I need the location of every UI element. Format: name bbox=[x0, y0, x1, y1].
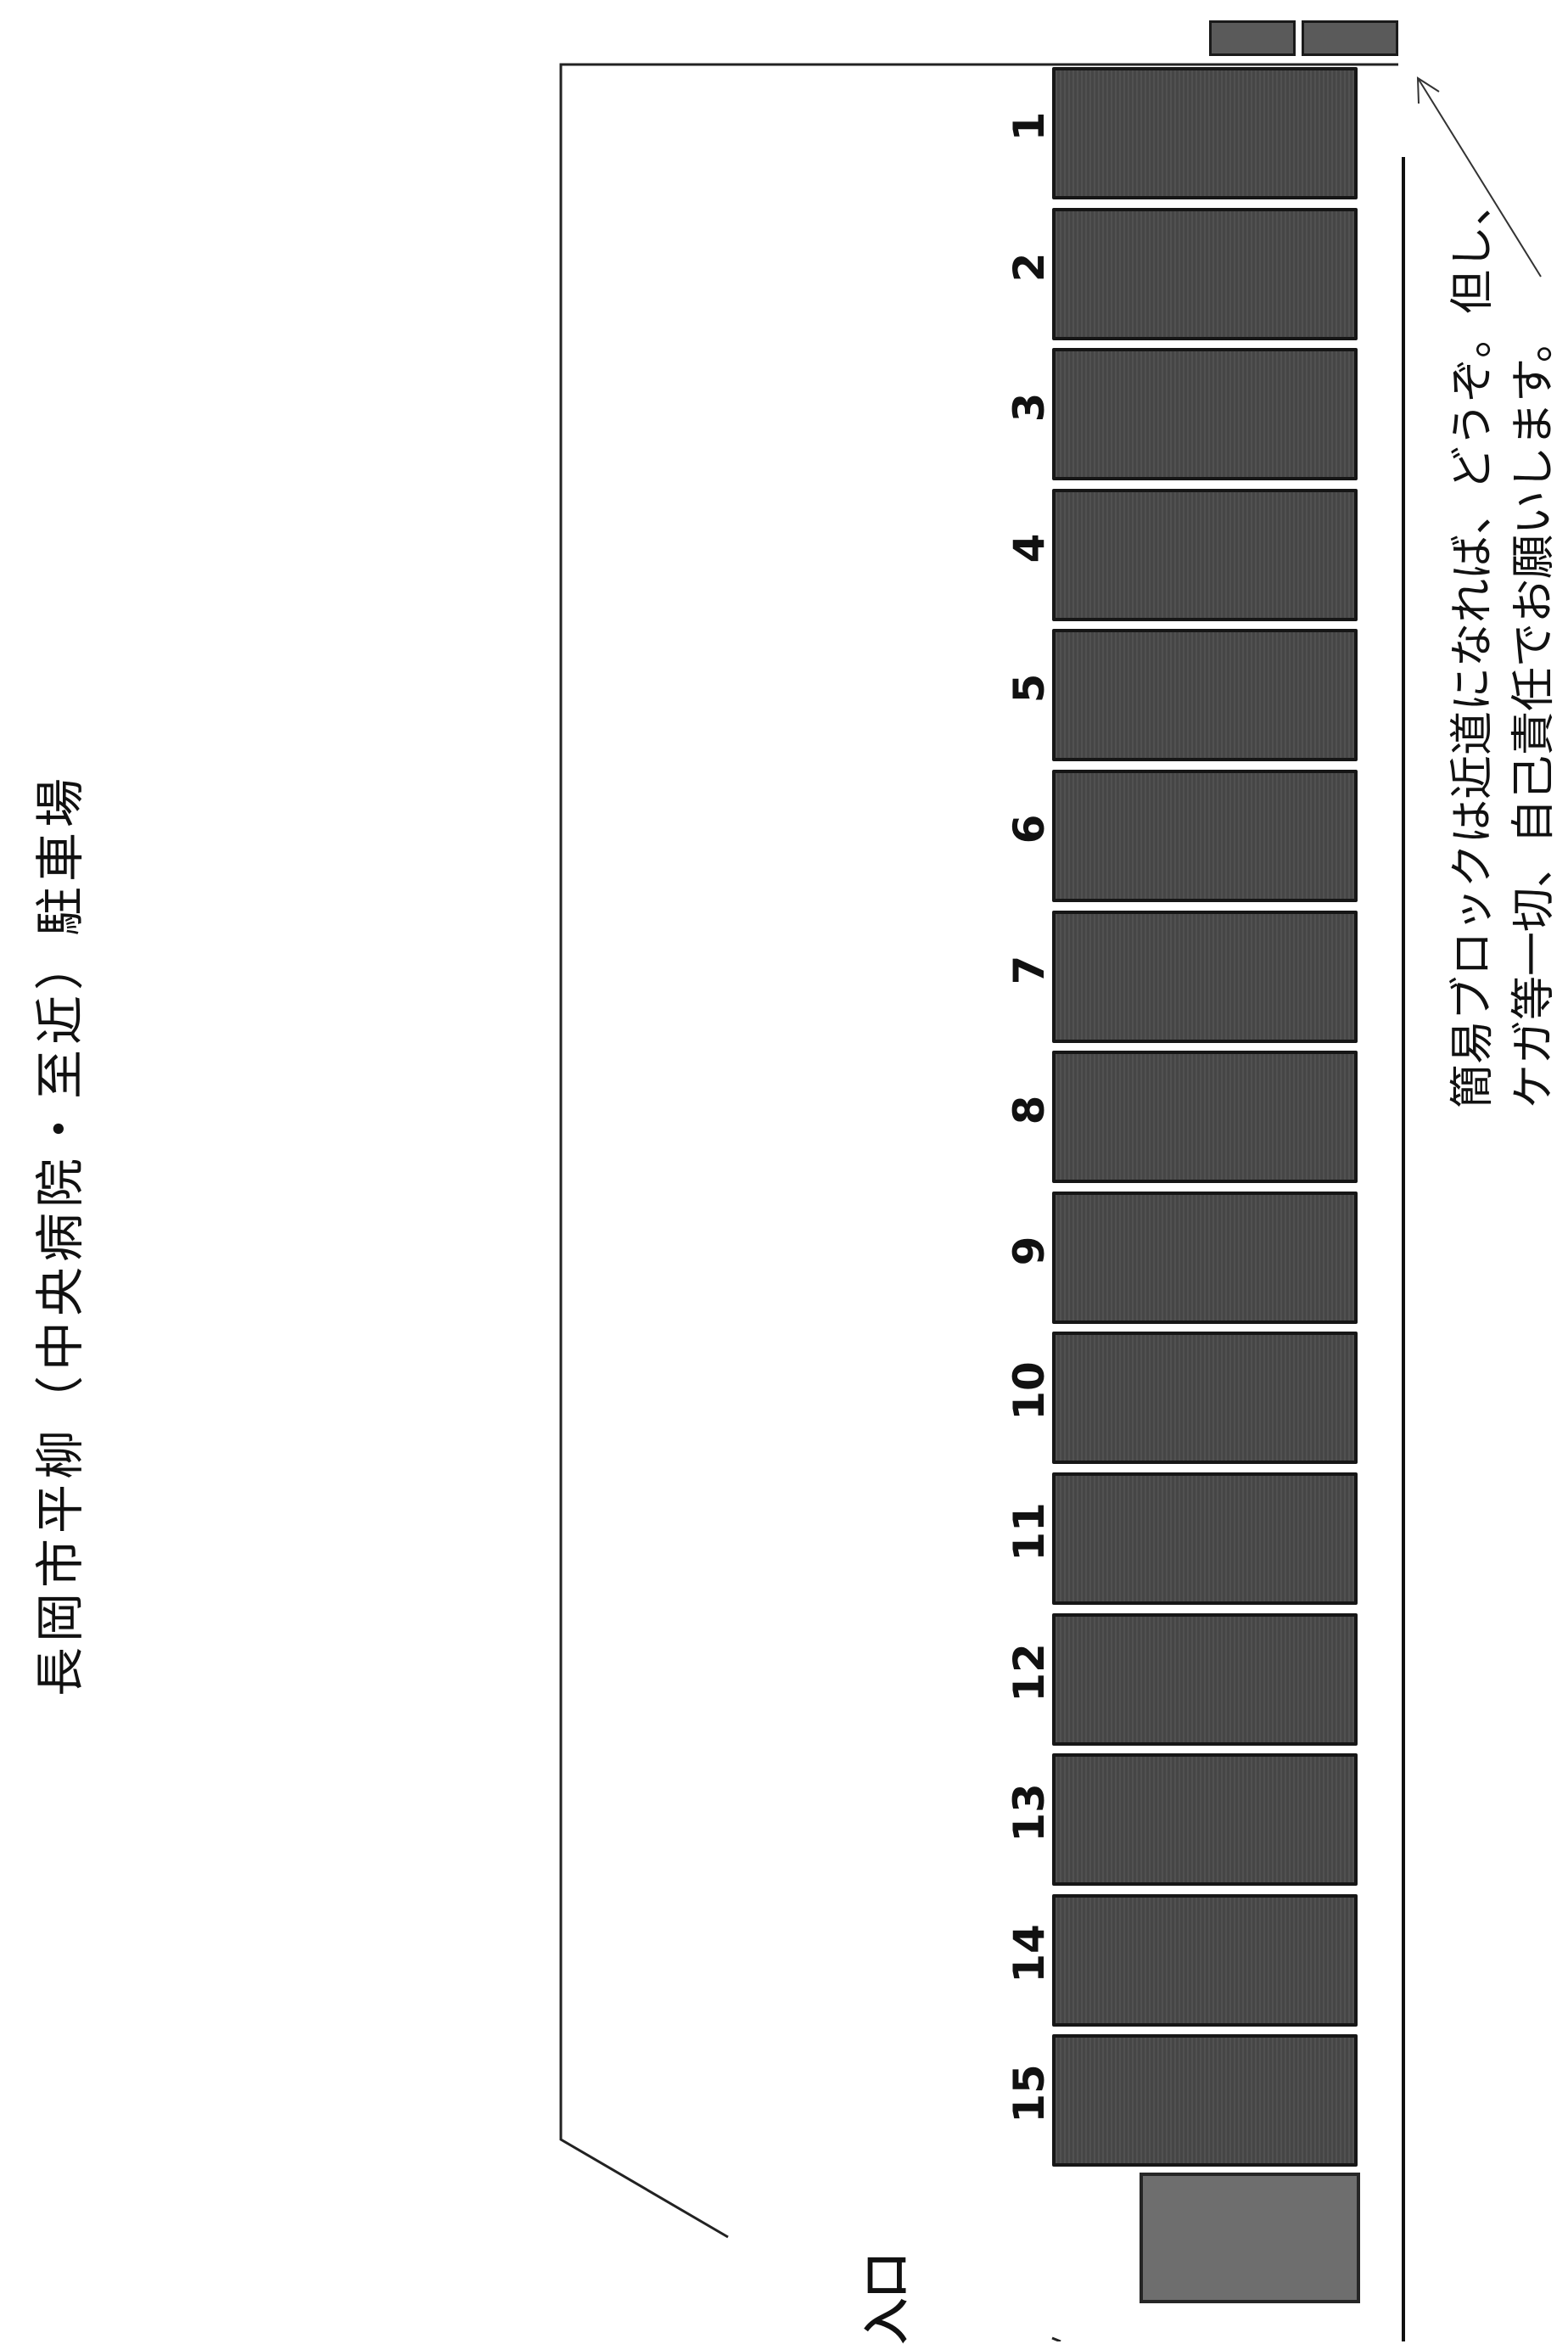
lot-boundary-line bbox=[559, 63, 1398, 2239]
note-line-2: ケガ等一切、自己責任でお願いします。 bbox=[1509, 318, 1560, 1109]
shortcut-note: 簡易ブロックは近道になれば、どうぞ。但し、 ケガ等一切、自己責任でお願いします。 bbox=[1442, 182, 1565, 1108]
stall-number: 6 bbox=[1005, 814, 1054, 844]
stall-number: 15 bbox=[1005, 2064, 1054, 2124]
stall-number: 5 bbox=[1005, 673, 1054, 704]
stall-number: 4 bbox=[1005, 533, 1054, 564]
stall-number: 14 bbox=[1005, 1924, 1054, 1983]
parking-stall-11 bbox=[1052, 1472, 1358, 1605]
arrow-head-icon bbox=[1416, 76, 1440, 104]
arrow-line bbox=[1417, 77, 1542, 278]
stall-number: 8 bbox=[1005, 1095, 1054, 1125]
parking-stall-4 bbox=[1052, 488, 1358, 621]
simple-block bbox=[1209, 20, 1296, 56]
parking-stall-12 bbox=[1052, 1612, 1358, 1746]
parking-stall-7 bbox=[1052, 910, 1358, 1043]
parking-stall-3 bbox=[1052, 348, 1358, 481]
stall-number: 7 bbox=[1005, 955, 1054, 984]
parking-stall-2 bbox=[1052, 207, 1358, 340]
parking-stall-5 bbox=[1052, 629, 1358, 762]
extra-block bbox=[1140, 2173, 1360, 2303]
stall-number: 13 bbox=[1005, 1783, 1054, 1842]
note-line-1: 簡易ブロックは近道になれば、どうぞ。但し、 bbox=[1448, 181, 1498, 1109]
stall-number: 10 bbox=[1005, 1361, 1054, 1422]
stall-number: 3 bbox=[1005, 392, 1054, 423]
parking-stall-14 bbox=[1052, 1893, 1358, 2027]
entrance-label: 入口 bbox=[860, 2252, 914, 2344]
parking-stall-8 bbox=[1052, 1051, 1358, 1184]
simple-block bbox=[1302, 20, 1398, 56]
parking-stall-9 bbox=[1052, 1191, 1358, 1324]
stall-number: 9 bbox=[1005, 1236, 1054, 1266]
stall-number: 11 bbox=[1005, 1502, 1054, 1562]
entrance-diagonal-line bbox=[1051, 2336, 1061, 2341]
parking-stall-13 bbox=[1052, 1753, 1358, 1887]
parking-stall-10 bbox=[1052, 1332, 1358, 1465]
parking-stall-15 bbox=[1052, 2034, 1358, 2167]
parking-stall-6 bbox=[1052, 770, 1358, 902]
stall-number: 1 bbox=[1005, 111, 1054, 142]
stall-number: 2 bbox=[1005, 252, 1054, 282]
page-title: 長岡市平柳（中央病院・至近）駐車場 bbox=[31, 772, 89, 1697]
stall-number: 12 bbox=[1005, 1642, 1054, 1702]
parking-stall-1 bbox=[1052, 67, 1358, 199]
